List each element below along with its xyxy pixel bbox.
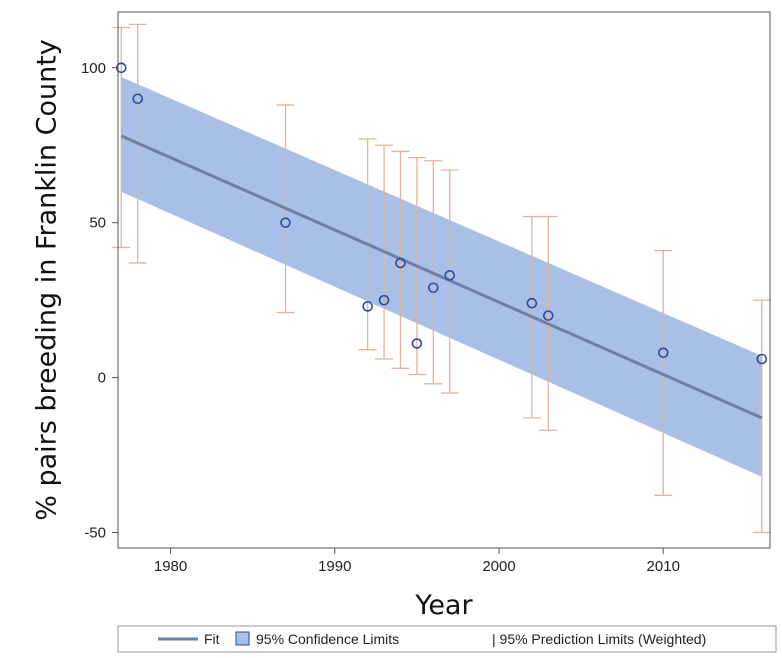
- data-point: [526, 297, 538, 309]
- data-point: [756, 353, 768, 365]
- y-tick-label: -50: [84, 525, 106, 542]
- data-point: [280, 217, 291, 228]
- data-point: [411, 338, 423, 349]
- legend-prediction-label: | 95% Prediction Limits (Weighted): [492, 631, 706, 647]
- x-tick-label: 2010: [647, 558, 680, 575]
- data-point: [362, 301, 373, 312]
- x-tick-label: 2000: [482, 558, 515, 575]
- data-point: [542, 310, 554, 321]
- plot-frame: [117, 11, 771, 549]
- y-axis-title: % pairs breeding in Franklin County: [31, 39, 62, 521]
- legend-confidence-swatch: [235, 631, 250, 646]
- legend: Fit 95% Confidence Limits | 95% Prediction…: [117, 625, 777, 653]
- y-tick-label: 50: [89, 215, 106, 232]
- legend-confidence-label: 95% Confidence Limits: [256, 631, 399, 647]
- legend-box: [117, 625, 777, 653]
- data-point: [132, 93, 144, 105]
- legend-fit-label: Fit: [204, 631, 220, 647]
- x-tick-label: 1980: [154, 558, 187, 575]
- data-point: [378, 294, 390, 306]
- x-axis-title: Year: [414, 590, 473, 621]
- y-tick-label: 100: [81, 60, 106, 77]
- fit-line: [120, 134, 763, 420]
- data-point: [395, 257, 406, 269]
- x-tick-label: 1990: [318, 558, 351, 575]
- plot-area: [112, 23, 771, 534]
- data-point: [444, 270, 456, 281]
- y-tick-label: 0: [98, 370, 106, 387]
- axes: 1980 1990 2000 2010 100 50 0 -50: [81, 60, 680, 575]
- data-point: [428, 282, 439, 294]
- data-point: [657, 347, 669, 359]
